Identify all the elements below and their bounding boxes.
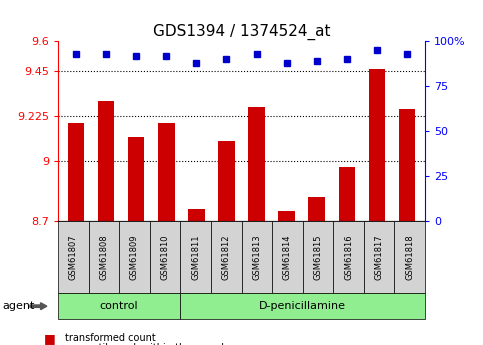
Text: GSM61817: GSM61817 [375,234,384,280]
Text: D-penicillamine: D-penicillamine [259,301,346,311]
Text: ■: ■ [43,332,55,345]
Text: GSM61809: GSM61809 [130,234,139,280]
Bar [128,137,144,221]
Text: GSM61807: GSM61807 [69,234,78,280]
Text: transformed count: transformed count [65,333,156,343]
Text: GSM61814: GSM61814 [283,234,292,280]
Text: agent: agent [2,301,35,311]
Bar [369,69,385,221]
Text: GSM61811: GSM61811 [191,234,200,280]
Text: GSM61810: GSM61810 [160,234,170,280]
Bar [68,123,85,221]
Text: GSM61813: GSM61813 [252,234,261,280]
Text: GSM61816: GSM61816 [344,234,353,280]
Bar [398,109,415,221]
Text: ■: ■ [43,342,55,345]
Title: GDS1394 / 1374524_at: GDS1394 / 1374524_at [153,24,330,40]
Bar [248,107,265,221]
Bar [98,101,114,221]
Bar [218,141,235,221]
Bar [278,211,295,221]
Text: GSM61808: GSM61808 [99,234,108,280]
Text: control: control [100,301,139,311]
Bar [158,123,174,221]
Bar [339,167,355,221]
Text: GSM61815: GSM61815 [313,234,323,280]
Text: GSM61818: GSM61818 [405,234,414,280]
Bar [309,197,325,221]
Text: percentile rank within the sample: percentile rank within the sample [65,344,230,345]
Text: GSM61812: GSM61812 [222,234,231,280]
Bar [188,209,205,221]
